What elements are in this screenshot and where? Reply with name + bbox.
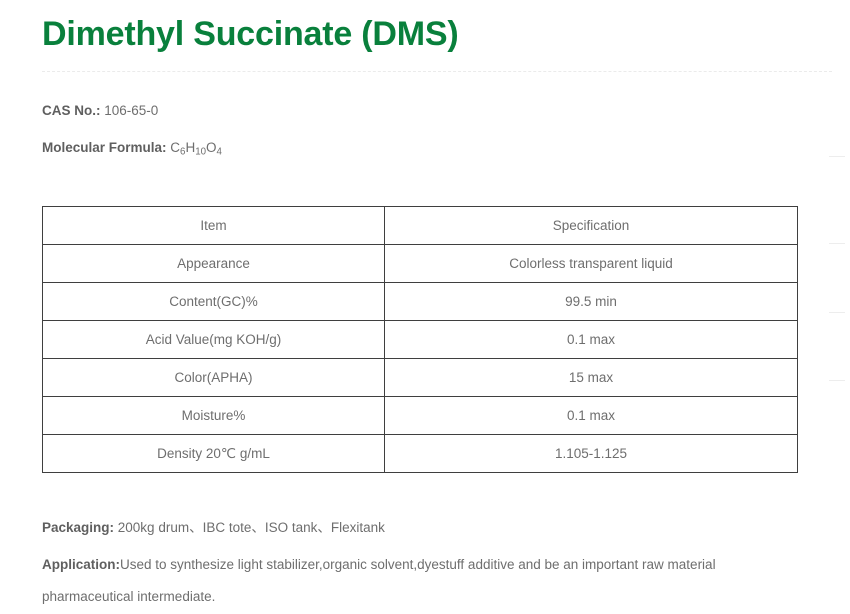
table-row: Density 20℃ g/mL 1.105-1.125 [42, 434, 798, 473]
cas-number-value: 106-65-0 [104, 103, 159, 118]
column-header-item: Item [42, 206, 385, 245]
table-row: Moisture% 0.1 max [42, 396, 798, 435]
molecular-formula-value: C6H10O4 [170, 140, 222, 158]
cell-item: Acid Value(mg KOH/g) [42, 320, 385, 359]
specification-table-head: Item Specification [42, 206, 798, 245]
packaging-value: 200kg drum、IBC tote、ISO tank、Flexitank [114, 520, 385, 535]
cas-number-line: CAS No.: 106-65-0 [42, 101, 158, 121]
formula-o-subscript: 4 [216, 146, 222, 158]
specification-table-body: Appearance Colorless transparent liquid Co… [42, 244, 798, 473]
cell-item: Appearance [42, 244, 385, 283]
cell-specification: 15 max [384, 358, 798, 397]
packaging-line: Packaging: 200kg drum、IBC tote、ISO tank、… [42, 512, 762, 544]
edge-tick-mark [829, 156, 845, 157]
formula-c-subscript: 6 [180, 146, 186, 158]
specification-table: Item Specification Appearance Colorless t… [42, 206, 798, 473]
application-label: Application: [42, 557, 120, 572]
application-line: Application:Used to synthesize light sta… [42, 549, 762, 613]
table-header-row: Item Specification [42, 206, 798, 245]
formula-c: C [170, 140, 181, 155]
cas-number-label: CAS No.: [42, 103, 101, 118]
cell-item: Color(APHA) [42, 358, 385, 397]
molecular-formula-line: Molecular Formula: C6H10O4 [42, 138, 222, 158]
edge-tick-mark [829, 243, 845, 244]
table-row: Content(GC)% 99.5 min [42, 282, 798, 321]
table-row: Appearance Colorless transparent liquid [42, 244, 798, 283]
molecular-formula-label: Molecular Formula: [42, 140, 167, 155]
cell-item: Content(GC)% [42, 282, 385, 321]
packaging-label: Packaging: [42, 520, 115, 535]
column-header-specification: Specification [384, 206, 798, 245]
cell-specification: 0.1 max [384, 396, 798, 435]
cell-specification: 1.105-1.125 [384, 434, 798, 473]
edge-tick-mark [829, 380, 845, 381]
formula-h: H [185, 140, 196, 155]
cell-item: Moisture% [42, 396, 385, 435]
cell-item: Density 20℃ g/mL [42, 434, 385, 473]
cell-specification: Colorless transparent liquid [384, 244, 798, 283]
cell-specification: 99.5 min [384, 282, 798, 321]
cell-specification: 0.1 max [384, 320, 798, 359]
table-row: Acid Value(mg KOH/g) 0.1 max [42, 320, 798, 359]
formula-h-subscript: 10 [195, 146, 207, 158]
application-value: Used to synthesize light stabilizer,orga… [42, 557, 716, 604]
formula-o: O [206, 140, 217, 155]
page-title: Dimethyl Succinate (DMS) [42, 15, 459, 53]
table-row: Color(APHA) 15 max [42, 358, 798, 397]
edge-tick-mark [829, 312, 845, 313]
title-divider [42, 71, 832, 72]
